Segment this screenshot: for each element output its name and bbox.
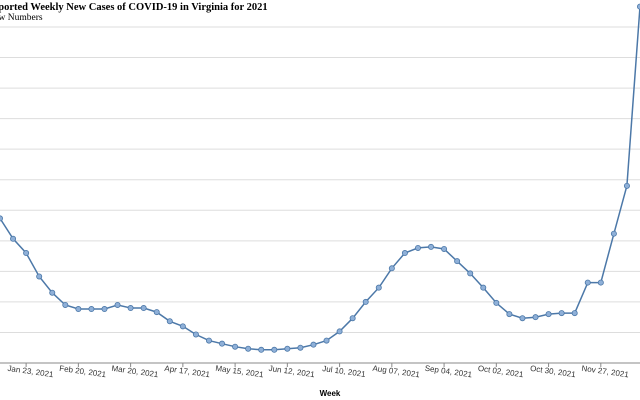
x-tick-label: Feb 20, 2021 [59, 364, 107, 380]
data-point[interactable] [232, 343, 239, 350]
data-point[interactable] [258, 346, 265, 353]
data-point[interactable] [153, 309, 160, 316]
data-point[interactable] [597, 279, 604, 286]
grid-lines [0, 26, 640, 333]
data-point[interactable] [245, 345, 252, 352]
data-point[interactable] [545, 311, 552, 318]
data-point[interactable] [179, 323, 186, 330]
data-point[interactable] [219, 340, 226, 347]
data-point[interactable] [336, 328, 343, 335]
data-point[interactable] [623, 182, 630, 189]
data-point[interactable] [401, 250, 408, 257]
data-point[interactable] [506, 311, 513, 318]
data-point[interactable] [480, 284, 487, 291]
x-axis-title: Week [320, 389, 341, 398]
data-point[interactable] [114, 301, 121, 308]
x-tick-label: Nov 27, 2021 [581, 364, 630, 380]
data-point[interactable] [558, 310, 565, 317]
x-tick-label: Apr 17, 2021 [164, 364, 211, 379]
data-point[interactable] [23, 250, 30, 257]
data-point[interactable] [349, 315, 356, 322]
data-point[interactable] [75, 306, 82, 313]
series-line [0, 6, 640, 351]
x-tick-label: Jan 23, 2021 [7, 364, 55, 379]
x-axis: Jan 23, 2021 Feb 20, 2021 Mar 20, 2021 Apr … [0, 362, 640, 380]
x-tick-label: Sep 04, 2021 [424, 364, 473, 380]
data-point[interactable] [610, 230, 617, 237]
data-point[interactable] [637, 3, 640, 10]
data-point[interactable] [414, 244, 421, 251]
x-tick-label: Mar 20, 2021 [111, 364, 159, 380]
data-point[interactable] [362, 298, 369, 305]
data-point[interactable] [101, 306, 108, 313]
x-tick-label: Oct 30, 2021 [530, 364, 577, 379]
data-point[interactable] [284, 345, 291, 352]
data-point[interactable] [493, 299, 500, 306]
data-point[interactable] [519, 315, 526, 322]
data-point[interactable] [388, 265, 395, 272]
x-tick-label: Aug 07, 2021 [372, 364, 421, 380]
data-point[interactable] [375, 284, 382, 291]
data-point[interactable] [49, 289, 56, 296]
data-point[interactable] [297, 344, 304, 351]
chart-subtitle: Raw Numbers [0, 13, 43, 23]
data-point[interactable] [571, 310, 578, 317]
data-point[interactable] [62, 301, 69, 308]
data-point[interactable] [441, 245, 448, 252]
data-point[interactable] [205, 337, 212, 344]
data-point[interactable] [140, 305, 147, 312]
x-tick-label: Oct 02, 2021 [477, 364, 524, 379]
data-point[interactable] [0, 215, 3, 222]
data-point[interactable] [323, 337, 330, 344]
data-point[interactable] [127, 305, 134, 312]
data-points [0, 3, 640, 353]
data-point[interactable] [467, 270, 474, 277]
data-point[interactable] [88, 306, 95, 313]
chart-title: Reported Weekly New Cases of COVID-19 in… [0, 2, 268, 13]
data-point[interactable] [192, 331, 199, 338]
data-point[interactable] [271, 346, 278, 353]
data-point[interactable] [10, 235, 17, 242]
data-point[interactable] [428, 243, 435, 250]
x-tick-label: Jun 12, 2021 [268, 364, 316, 379]
data-point[interactable] [166, 318, 173, 325]
x-tick-label: May 15, 2021 [215, 364, 265, 380]
data-point[interactable] [310, 341, 317, 348]
data-point[interactable] [454, 258, 461, 265]
data-point[interactable] [584, 279, 591, 286]
data-point[interactable] [36, 273, 43, 280]
data-point[interactable] [532, 314, 539, 321]
x-tick-label: Jul 10, 2021 [322, 364, 367, 379]
